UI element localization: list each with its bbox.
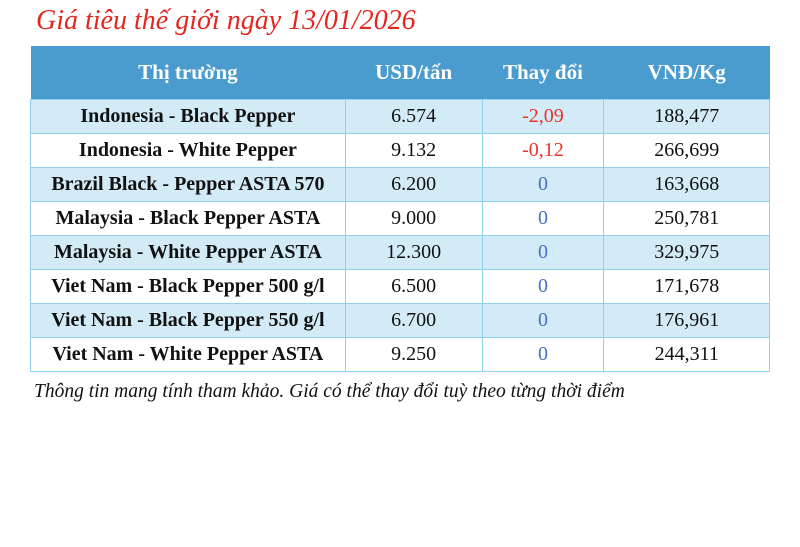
header-vnd: VNĐ/Kg xyxy=(603,45,770,100)
change-cell: -2,09 xyxy=(481,98,605,134)
usd-cell: 12.300 xyxy=(344,234,483,270)
change-cell: -0,12 xyxy=(481,132,605,168)
header-row: Thị trường USD/tấn Thay đổi VNĐ/Kg xyxy=(30,45,770,100)
table-header: Thị trường USD/tấn Thay đổi VNĐ/Kg xyxy=(30,45,770,100)
vnd-cell: 176,961 xyxy=(603,302,770,338)
table-body: Indonesia - Black Pepper 6.574 -2,09 188,47… xyxy=(30,98,770,372)
table-row: Viet Nam - Black Pepper 500 g/l 6.500 0 171… xyxy=(30,268,770,304)
vnd-cell: 244,311 xyxy=(603,336,770,372)
page: Giá tiêu thế giới ngày 13/01/2026 Thị tr… xyxy=(0,4,800,547)
change-cell: 0 xyxy=(481,166,605,202)
header-market: Thị trường xyxy=(30,45,346,100)
market-cell: Indonesia - Black Pepper xyxy=(30,98,346,134)
table-row: Malaysia - Black Pepper ASTA 9.000 0 250,78… xyxy=(30,200,770,236)
table-row: Viet Nam - Black Pepper 550 g/l 6.700 0 176… xyxy=(30,302,770,338)
table-row: Indonesia - White Pepper 9.132 -0,12 266,69… xyxy=(30,132,770,168)
change-cell: 0 xyxy=(481,336,605,372)
market-cell: Viet Nam - Black Pepper 550 g/l xyxy=(30,302,346,338)
usd-cell: 6.500 xyxy=(344,268,483,304)
header-change: Thay đổi xyxy=(482,45,604,100)
market-cell: Viet Nam - White Pepper ASTA xyxy=(30,336,346,372)
market-cell: Viet Nam - Black Pepper 500 g/l xyxy=(30,268,346,304)
change-cell: 0 xyxy=(481,268,605,304)
change-cell: 0 xyxy=(481,234,605,270)
vnd-cell: 163,668 xyxy=(603,166,770,202)
change-cell: 0 xyxy=(481,302,605,338)
header-usd: USD/tấn xyxy=(345,45,483,100)
market-cell: Brazil Black - Pepper ASTA 570 xyxy=(30,166,346,202)
usd-cell: 9.132 xyxy=(344,132,483,168)
usd-cell: 6.700 xyxy=(344,302,483,338)
market-cell: Malaysia - White Pepper ASTA xyxy=(30,234,346,270)
table-row: Indonesia - Black Pepper 6.574 -2,09 188,47… xyxy=(30,98,770,134)
vnd-cell: 329,975 xyxy=(603,234,770,270)
vnd-cell: 188,477 xyxy=(603,98,770,134)
table-row: Brazil Black - Pepper ASTA 570 6.200 0 163,… xyxy=(30,166,770,202)
market-cell: Malaysia - Black Pepper ASTA xyxy=(30,200,346,236)
change-cell: 0 xyxy=(481,200,605,236)
page-title: Giá tiêu thế giới ngày 13/01/2026 xyxy=(36,5,416,36)
usd-cell: 6.200 xyxy=(344,166,483,202)
table-row: Malaysia - White Pepper ASTA 12.300 0 329,9… xyxy=(30,234,770,270)
vnd-cell: 266,699 xyxy=(603,132,770,168)
table-row: Viet Nam - White Pepper ASTA 9.250 0 244,31… xyxy=(30,336,770,372)
vnd-cell: 250,781 xyxy=(603,200,770,236)
usd-cell: 9.000 xyxy=(344,200,483,236)
disclaimer-text: Thông tin mang tính tham khảo. Giá có th… xyxy=(34,380,625,402)
usd-cell: 6.574 xyxy=(344,98,483,134)
usd-cell: 9.250 xyxy=(344,336,483,372)
market-cell: Indonesia - White Pepper xyxy=(30,132,346,168)
pepper-price-table: Thị trường USD/tấn Thay đổi VNĐ/Kg Indon… xyxy=(30,45,770,372)
vnd-cell: 171,678 xyxy=(603,268,770,304)
